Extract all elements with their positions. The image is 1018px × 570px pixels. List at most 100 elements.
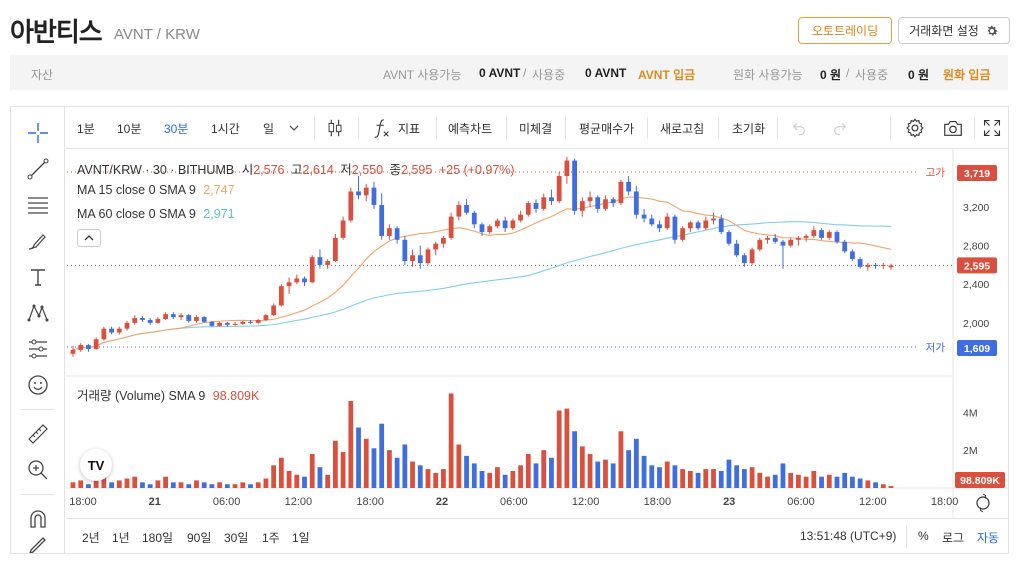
magnet-icon[interactable] xyxy=(25,506,51,532)
candle-body xyxy=(850,251,855,260)
volume-bar xyxy=(873,482,878,488)
candle-body xyxy=(502,220,508,229)
toolbar-divider xyxy=(974,117,975,139)
chevron-down-icon[interactable] xyxy=(288,122,300,134)
candle-body xyxy=(170,314,176,318)
screen-setting-button[interactable]: 거래화면 설정 xyxy=(898,17,1010,44)
predict-chart-button[interactable]: 예측차트 xyxy=(448,122,493,136)
undo-icon[interactable] xyxy=(791,120,807,136)
range-90d[interactable]: 90일 xyxy=(187,531,212,545)
pencil-icon[interactable] xyxy=(25,537,51,553)
volume-bar xyxy=(819,476,824,488)
trend-line-icon[interactable] xyxy=(25,156,51,182)
volume-bar xyxy=(595,461,601,488)
range-1d[interactable]: 1일 xyxy=(292,531,310,545)
candle-body xyxy=(340,220,346,238)
zoom-in-icon[interactable] xyxy=(25,457,51,483)
candle-type-icon[interactable] xyxy=(324,117,346,139)
candle-body xyxy=(433,243,439,250)
toolbar-divider xyxy=(314,117,315,139)
candle-body xyxy=(857,259,863,267)
redo-icon[interactable] xyxy=(832,120,848,136)
fullscreen-icon[interactable] xyxy=(982,118,1002,138)
range-1y[interactable]: 1년 xyxy=(112,531,130,545)
log-toggle[interactable]: 로그 xyxy=(942,531,965,545)
interval-day[interactable]: 일 xyxy=(263,122,275,136)
candle-body xyxy=(124,322,130,329)
time-tick: 12:00 xyxy=(285,496,313,508)
refresh-button[interactable]: 새로고침 xyxy=(660,122,705,136)
chart-canvas[interactable]: 3,6003,2002,8002,4002,0004M2M18:002106:0… xyxy=(11,107,1008,553)
auto-trade-button[interactable]: 오토트레이딩 xyxy=(798,17,892,44)
candle-body xyxy=(325,261,331,265)
range-2y[interactable]: 2년 xyxy=(82,531,100,545)
toolbar-divider xyxy=(506,117,507,139)
volume-bar xyxy=(772,474,778,488)
avnt-deposit-link[interactable]: AVNT 입금 xyxy=(638,68,696,82)
interval-30m[interactable]: 30분 xyxy=(164,122,189,136)
candle-body xyxy=(232,323,238,325)
krw-deposit-link[interactable]: 원화 입금 xyxy=(943,68,991,82)
krw-in-use-value: 0 원 xyxy=(908,68,930,82)
krw-in-use-label: 사용중 xyxy=(855,68,889,82)
volume-bar xyxy=(132,476,138,488)
candle-body xyxy=(163,314,168,320)
crosshair-icon[interactable] xyxy=(25,120,51,146)
pattern-icon[interactable] xyxy=(25,300,51,326)
time-tick: 21 xyxy=(149,496,161,508)
volume-tick: 2M xyxy=(963,445,978,457)
ohlc-legend: AVNT/KRW · 30 · BITHUMB 시2,576 고2,614 저2… xyxy=(77,159,515,178)
tradingview-logo[interactable]: TV xyxy=(80,449,112,481)
volume-bar xyxy=(116,480,122,488)
candle-body xyxy=(811,230,817,236)
fib-lines-icon[interactable] xyxy=(25,192,51,218)
candle-body xyxy=(664,216,670,229)
interval-10m[interactable]: 10분 xyxy=(117,122,142,136)
candle-body xyxy=(826,232,832,238)
range-30d[interactable]: 30일 xyxy=(224,531,249,545)
time-tick: 06:00 xyxy=(500,496,528,508)
volume-bar xyxy=(248,484,253,488)
indicator-button[interactable]: 지표 xyxy=(398,122,421,136)
prediction-icon[interactable] xyxy=(25,336,51,362)
brush-icon[interactable] xyxy=(25,228,51,254)
interval-1h[interactable]: 1시간 xyxy=(211,122,240,136)
toolbar-divider xyxy=(777,117,778,139)
camera-icon[interactable] xyxy=(942,117,964,139)
unfilled-button[interactable]: 미체결 xyxy=(519,122,553,136)
divider-slash: / xyxy=(523,66,527,80)
settings-gear-icon[interactable] xyxy=(904,117,926,139)
clock[interactable]: 13:51:48 (UTC+9) xyxy=(800,529,897,543)
candle-body xyxy=(410,255,415,262)
percent-toggle[interactable]: % xyxy=(918,529,929,543)
auto-toggle[interactable]: 자동 xyxy=(977,531,1000,545)
emoji-icon[interactable] xyxy=(25,372,51,398)
function-icon[interactable] xyxy=(371,117,393,139)
volume-bar xyxy=(757,472,763,488)
candle-body xyxy=(255,319,261,323)
candle-body xyxy=(888,265,894,268)
candle-body xyxy=(788,239,794,246)
candle-body xyxy=(441,237,446,244)
candle-body xyxy=(178,315,184,318)
avg-buy-button[interactable]: 평균매수가 xyxy=(579,122,635,136)
interval-1m[interactable]: 1분 xyxy=(77,122,95,136)
candle-body xyxy=(687,222,693,229)
range-180d[interactable]: 180일 xyxy=(142,531,174,545)
volume-bar xyxy=(464,455,469,488)
ruler-icon[interactable] xyxy=(25,421,51,447)
gear-icon xyxy=(987,25,998,35)
legend-collapse-button[interactable] xyxy=(77,229,101,247)
range-1w[interactable]: 1주 xyxy=(262,531,280,545)
reset-button[interactable]: 초기화 xyxy=(732,122,766,136)
candle-body xyxy=(487,226,493,233)
ma60-label: MA 60 close 0 SMA 9 xyxy=(77,207,196,221)
text-icon[interactable] xyxy=(25,264,51,290)
candle-body xyxy=(796,237,801,240)
volume-bar xyxy=(425,469,431,488)
toolbar-divider xyxy=(358,117,359,139)
volume-bar xyxy=(140,482,145,488)
toolbar-divider xyxy=(718,117,719,139)
candle-body xyxy=(456,205,462,217)
candle-body xyxy=(741,255,747,263)
